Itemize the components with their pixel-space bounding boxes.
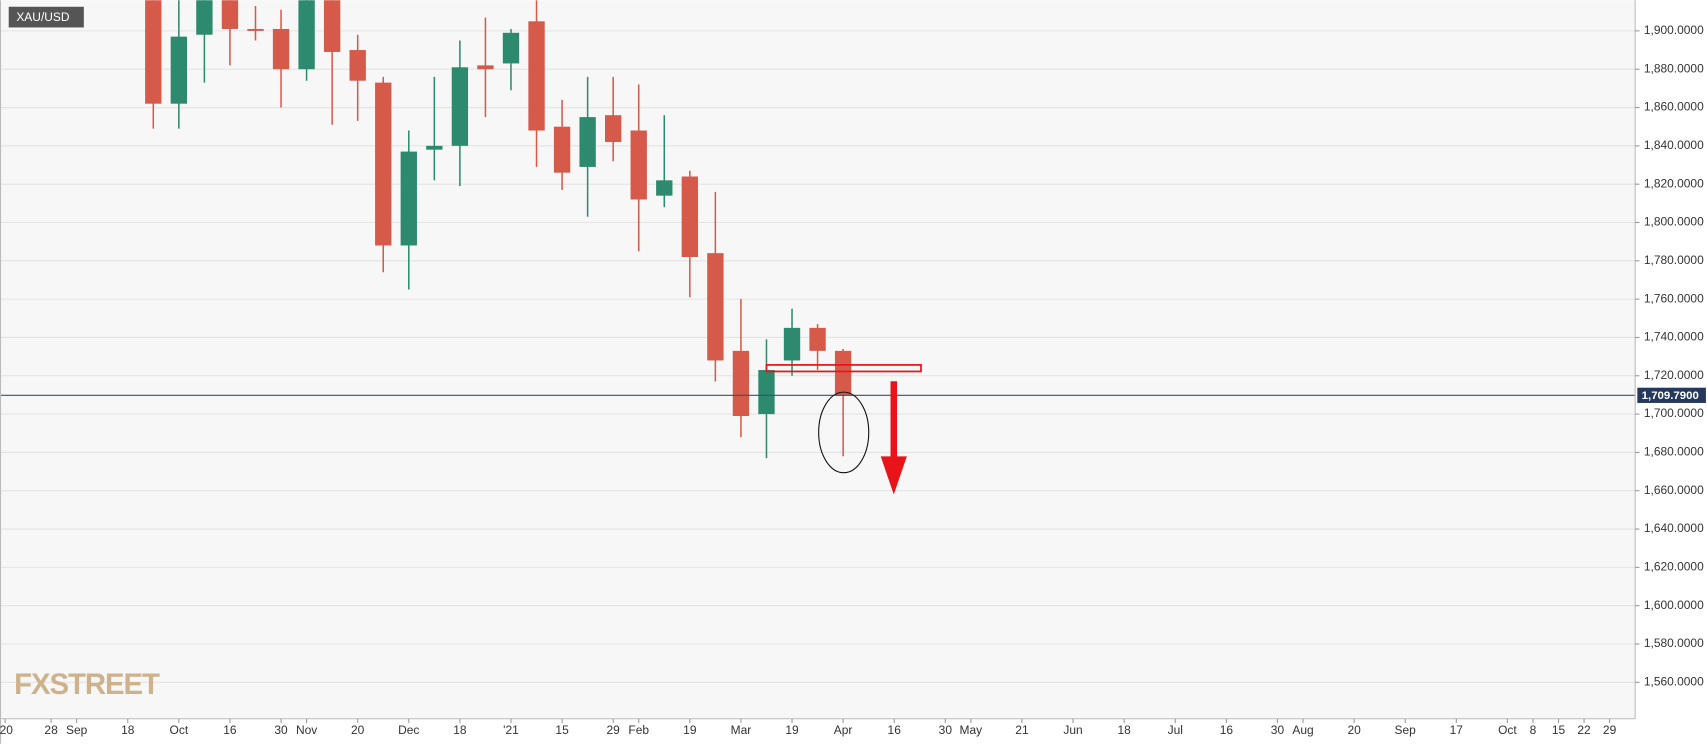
candle-body [656, 180, 673, 196]
candles [145, 0, 852, 459]
x-tick-label: Mar [731, 723, 752, 737]
x-tick-label: 8 [1530, 723, 1537, 737]
candle-body [400, 151, 417, 246]
candle-body [681, 176, 699, 257]
candle-body [451, 67, 469, 146]
y-tick-label: 1,580.0000 [1644, 636, 1704, 650]
x-tick-label: Jul [1168, 723, 1183, 737]
x-tick-label: Dec [398, 723, 419, 737]
candle-body [426, 145, 443, 150]
y-tick-label: 1,880.0000 [1644, 61, 1704, 75]
x-tick-label: 28 [44, 723, 58, 737]
y-tick-label: 1,660.0000 [1644, 483, 1704, 497]
x-tick-label: 21 [1015, 723, 1029, 737]
x-tick-label: Sep [66, 723, 88, 737]
resistance-box [765, 364, 922, 373]
x-tick-label: Jun [1063, 723, 1082, 737]
x-tick-label: 29 [607, 723, 621, 737]
x-tick-label: 18 [1118, 723, 1132, 737]
x-tick-label: Aug [1292, 723, 1313, 737]
y-tick-label: 1,760.0000 [1644, 291, 1704, 305]
y-tick-label: 1,900.0000 [1644, 23, 1704, 37]
x-tick-label: 30 [1271, 723, 1285, 737]
candle-body [579, 117, 596, 167]
symbol-label: XAU/USD [16, 10, 70, 24]
x-tick-label: 20 [1347, 723, 1361, 737]
x-tick-label: 30 [274, 723, 288, 737]
x-tick-label: Feb [628, 723, 649, 737]
x-tick-label: 20 [351, 723, 365, 737]
y-tick-label: 1,860.0000 [1644, 100, 1704, 114]
x-tick-label: 17 [1450, 723, 1464, 737]
x-tick-label: 19 [785, 723, 799, 737]
candle-body [247, 28, 264, 31]
candle-body [630, 130, 647, 200]
candle-body [502, 32, 520, 64]
x-tick-label: Nov [296, 723, 317, 737]
candle-body [783, 327, 801, 361]
candle-body [221, 0, 239, 29]
candle-body [170, 36, 188, 104]
last-price-box [1637, 387, 1706, 403]
x-tick-label: 15 [555, 723, 569, 737]
candle-body [553, 126, 571, 173]
overlay: 1,709.7900 [0, 387, 1706, 403]
x-tick-label: 16 [223, 723, 237, 737]
candle-body [375, 82, 392, 246]
last-price-label: 1,709.7900 [1642, 390, 1699, 402]
candle-body [528, 21, 545, 131]
x-tick-label: 16 [1220, 723, 1234, 737]
x-tick-label: 30 [939, 723, 953, 737]
y-tick-label: 1,600.0000 [1644, 598, 1704, 612]
y-tick-label: 1,560.0000 [1644, 674, 1704, 688]
x-tick-label: 16 [888, 723, 902, 737]
x-tick-label: Oct [170, 723, 189, 737]
y-tick-label: 1,700.0000 [1644, 406, 1704, 420]
candle-body [298, 0, 315, 70]
candle-body [272, 28, 290, 70]
candle-body [732, 350, 750, 417]
candle-body [196, 0, 213, 35]
candle-body [477, 65, 494, 70]
x-tick-label: '21 [503, 723, 519, 737]
x-tick-label: 15 [1552, 723, 1566, 737]
candle-body [758, 370, 775, 415]
candle-body [834, 350, 852, 395]
x-tick-label: Apr [834, 723, 853, 737]
candle-body [323, 0, 341, 52]
wick-circle [818, 391, 870, 474]
candle-body [349, 50, 366, 81]
arrow-head [880, 456, 907, 495]
candle-body [809, 327, 826, 351]
y-tick-label: 1,780.0000 [1644, 253, 1704, 267]
y-tick-label: 1,640.0000 [1644, 521, 1704, 535]
y-tick-label: 1,740.0000 [1644, 330, 1704, 344]
x-tick-label: '20 [0, 723, 13, 737]
x-tick-label: Oct [1498, 723, 1517, 737]
y-tick-label: 1,620.0000 [1644, 560, 1704, 574]
y-tick-label: 1,800.0000 [1644, 215, 1704, 229]
y-tick-label: 1,720.0000 [1644, 368, 1704, 382]
y-tick-label: 1,840.0000 [1644, 138, 1704, 152]
y-tick-label: 1,820.0000 [1644, 176, 1704, 190]
x-tick-label: Sep [1395, 723, 1417, 737]
x-tick-label: May [960, 723, 983, 737]
grid [0, 30, 1636, 683]
candle-body [145, 0, 162, 104]
x-tick-label: 29 [1603, 723, 1617, 737]
x-tick-label: 22 [1577, 723, 1591, 737]
candle-body [605, 115, 622, 143]
x-tick-label: 19 [683, 723, 697, 737]
watermark: FXSTREET [14, 668, 160, 701]
symbol-box [8, 6, 84, 28]
x-tick-label: 18 [121, 723, 135, 737]
x-tick-label: 18 [453, 723, 467, 737]
y-tick-label: 1,680.0000 [1644, 445, 1704, 459]
candle-body [707, 253, 724, 361]
